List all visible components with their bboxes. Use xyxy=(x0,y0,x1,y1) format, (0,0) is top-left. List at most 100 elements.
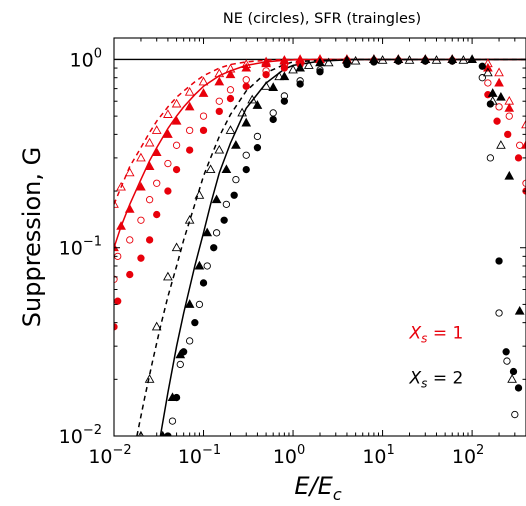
data-point-circle xyxy=(114,297,122,305)
data-point-triangle xyxy=(214,68,225,78)
y-tick-label: 10−1 xyxy=(59,235,102,260)
x-tick-label: 100 xyxy=(273,443,305,468)
data-point-triangle xyxy=(496,140,506,149)
data-point-circle xyxy=(516,141,524,149)
data-point-circle xyxy=(503,357,511,365)
data-point-circle xyxy=(509,367,518,376)
data-point-triangle xyxy=(214,76,225,86)
data-point-triangle xyxy=(458,55,469,64)
data-point-circle xyxy=(172,165,181,174)
data-point-triangle xyxy=(261,81,271,90)
data-point-triangle xyxy=(214,144,225,154)
series-7 xyxy=(159,54,525,436)
data-point-triangle xyxy=(504,103,515,112)
data-point-circle xyxy=(215,97,223,105)
data-point-circle xyxy=(126,236,134,244)
data-point-triangle xyxy=(279,55,290,64)
data-point-triangle xyxy=(202,227,213,237)
data-point-circle xyxy=(505,112,513,120)
data-point-circle xyxy=(280,97,289,105)
data-point-triangle xyxy=(494,77,504,87)
data-point-circle xyxy=(495,257,503,265)
data-point-triangle xyxy=(194,260,205,270)
axes: 10−2 10−1 100 101 102 10−2 10−1 100 E/Ec Suppress… xyxy=(18,37,526,504)
data-point-triangle xyxy=(136,152,146,162)
data-point-triangle xyxy=(163,109,173,118)
data-point-triangle xyxy=(231,140,241,149)
data-point-triangle xyxy=(504,170,515,180)
data-point-triangle xyxy=(369,54,379,63)
data-point-circle xyxy=(486,154,495,162)
series-3 xyxy=(114,54,526,252)
data-point-triangle xyxy=(225,63,236,73)
data-point-triangle xyxy=(241,117,252,127)
annotation-2: Xs = 2 xyxy=(409,369,464,391)
data-point-circle xyxy=(514,384,523,392)
data-point-triangle xyxy=(420,54,431,63)
data-point-triangle xyxy=(247,94,258,104)
data-point-triangle xyxy=(144,374,155,383)
data-point-triangle xyxy=(261,56,271,66)
data-point-circle xyxy=(253,132,262,141)
data-point-circle xyxy=(242,82,250,90)
data-point-circle xyxy=(164,159,172,168)
data-point-triangle xyxy=(151,147,162,157)
data-point-circle xyxy=(210,244,218,252)
data-point-triangle xyxy=(377,55,388,64)
data-point-circle xyxy=(191,318,199,327)
data-point-triangle xyxy=(171,115,182,125)
data-point-triangle xyxy=(483,62,493,72)
data-point-circle xyxy=(242,151,250,159)
data-point-triangle xyxy=(504,95,515,105)
data-point-triangle xyxy=(205,164,216,174)
plot-frame xyxy=(113,37,526,437)
data-point-triangle xyxy=(198,76,209,86)
data-point-triangle xyxy=(494,67,504,77)
data-point-circle xyxy=(195,300,204,309)
data-point-triangle xyxy=(159,430,166,436)
data-point-circle xyxy=(504,130,512,139)
data-point-triangle xyxy=(184,101,195,111)
curve-4 xyxy=(136,58,526,436)
data-point-triangle xyxy=(151,321,162,331)
data-point-triangle xyxy=(467,54,477,63)
data-point-circle xyxy=(226,94,235,103)
data-point-circle xyxy=(153,179,161,187)
data-point-triangle xyxy=(144,137,155,147)
data-point-triangle xyxy=(184,86,195,96)
data-point-triangle xyxy=(221,164,232,174)
data-point-circle xyxy=(478,62,486,70)
data-point-triangle xyxy=(171,98,182,108)
data-point-circle xyxy=(269,115,277,124)
data-point-triangle xyxy=(521,119,526,129)
x-tick-label: 10−2 xyxy=(88,443,131,468)
data-point-triangle xyxy=(225,69,236,79)
data-point-triangle xyxy=(487,95,498,105)
data-point-circle xyxy=(269,109,277,117)
data-point-circle xyxy=(168,417,177,425)
data-point-circle xyxy=(296,77,304,85)
data-point-circle xyxy=(220,216,228,224)
data-point-circle xyxy=(137,216,145,224)
data-point-triangle xyxy=(252,100,263,109)
data-point-circle xyxy=(145,236,154,244)
data-point-triangle xyxy=(295,54,305,63)
data-point-circle xyxy=(262,67,270,75)
data-point-triangle xyxy=(151,125,162,134)
annotation-1: Xs = 1 xyxy=(409,323,464,345)
y-tick-label: 10−2 xyxy=(59,423,102,448)
data-point-circle xyxy=(137,254,145,262)
data-point-circle xyxy=(126,270,134,279)
data-point-circle xyxy=(253,144,262,152)
data-point-triangle xyxy=(350,55,361,65)
x-tick-label: 102 xyxy=(452,443,484,468)
data-point-triangle xyxy=(237,107,247,117)
data-point-triangle xyxy=(315,57,325,67)
data-point-circle xyxy=(199,112,208,120)
plot-area xyxy=(114,54,526,436)
data-point-circle xyxy=(212,229,221,237)
data-point-circle xyxy=(280,64,289,72)
data-point-circle xyxy=(316,68,324,76)
data-point-triangle xyxy=(323,57,334,67)
data-point-triangle xyxy=(124,167,135,177)
